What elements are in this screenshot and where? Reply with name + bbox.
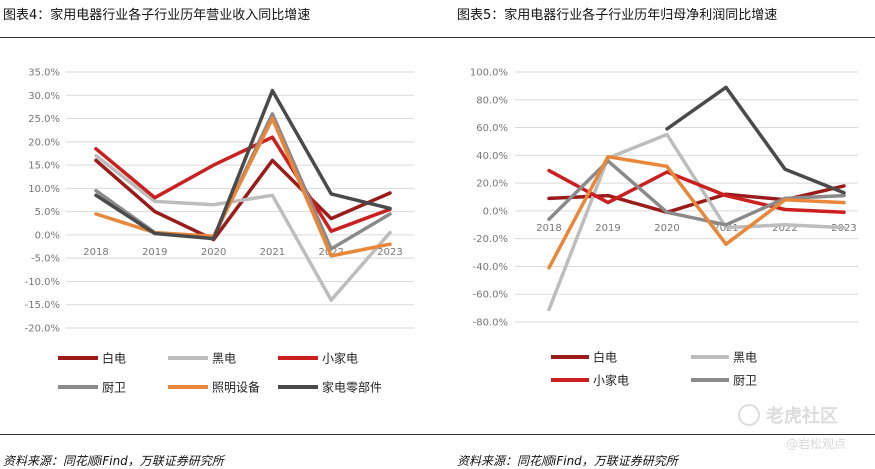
x-tick-label: 2022 [772,223,797,234]
legend-label: 白电 [593,350,617,365]
x-tick-label: 2019 [142,247,167,258]
watermark-sub-text: @岩松观点 [786,436,846,451]
series-line-6 [94,88,392,241]
y-tick-label: -20.0% [473,234,508,245]
legend-label: 黑电 [212,352,236,366]
series-line-2 [547,132,846,312]
legend-label: 小家电 [593,373,629,388]
x-tick-label: 2021 [260,247,285,258]
legend-label: 家电零部件 [322,380,382,395]
x-tick-label: 2020 [654,223,679,234]
y-tick-label: 20.0% [28,137,60,148]
x-tick-label: 2018 [83,247,108,258]
series-line-4 [547,159,846,227]
y-tick-label: 80.0% [476,95,508,106]
top-rule [0,37,875,38]
y-tick-label: -80.0% [473,318,508,329]
watermark-main-text: 老虎社区 [766,405,838,427]
left-source-note: 资料来源：同花顺iFind，万联证券研究所 [3,454,224,468]
right-profit-growth-chart: 100.0% 80.0% 60.0% 40.0% 20.0% 0.0% -20.0% -40.… [470,68,858,388]
y-tick-label: 40.0% [476,151,508,162]
y-tick-label: 25.0% [28,114,60,125]
legend-label: 厨卫 [733,374,757,388]
legend-label: 小家电 [322,351,358,366]
y-tick-label: -15.0% [25,300,60,311]
right-source-note: 资料来源：同花顺iFind，万联证券研究所 [457,454,678,468]
series-line-2 [94,154,392,302]
y-tick-label: 35.0% [28,68,60,79]
legend-label: 照明设备 [212,381,260,395]
y-tick-label: -20.0% [25,324,60,335]
watermark-logo-icon [738,404,760,426]
series-line-3 [94,135,392,233]
watermark: 老虎社区 @岩松观点 [738,404,846,451]
x-tick-label: 2018 [536,223,561,234]
y-tick-label: 10.0% [28,184,60,195]
legend-label: 厨卫 [102,381,126,395]
legend-label: 黑电 [733,351,757,365]
y-tick-label: 20.0% [476,179,508,190]
series-line-5 [547,154,846,270]
x-tick-label: 2020 [201,247,226,258]
bottom-rule [0,434,875,435]
series-line-5 [94,116,392,258]
y-tick-label: -40.0% [473,262,508,273]
left-chart-title: 图表4：家用电器行业各子行业历年营业收入同比增速 [3,8,311,23]
x-tick-label: 2023 [377,247,402,258]
y-tick-label: 100.0% [470,68,508,79]
series-line-3 [547,168,846,215]
y-tick-label: 0.0% [35,230,60,241]
x-tick-label: 2019 [595,223,620,234]
y-tick-label: 30.0% [28,91,60,102]
y-tick-label: 15.0% [28,161,60,172]
y-tick-label: -5.0% [31,254,60,265]
y-tick-label: 5.0% [35,207,60,218]
left-revenue-growth-chart: 35.0% 30.0% 25.0% 20.0% 15.0% 10.0% 5.0% 0.0% -5… [25,68,414,395]
right-chart-title: 图表5：家用电器行业各子行业历年归母净利润同比增速 [457,8,778,23]
series-line-6 [665,85,846,195]
y-tick-label: 60.0% [476,123,508,134]
legend-label: 白电 [102,351,126,366]
y-tick-label: -10.0% [25,277,60,288]
y-tick-label: -60.0% [473,290,508,301]
y-tick-label: 0.0% [483,206,508,217]
